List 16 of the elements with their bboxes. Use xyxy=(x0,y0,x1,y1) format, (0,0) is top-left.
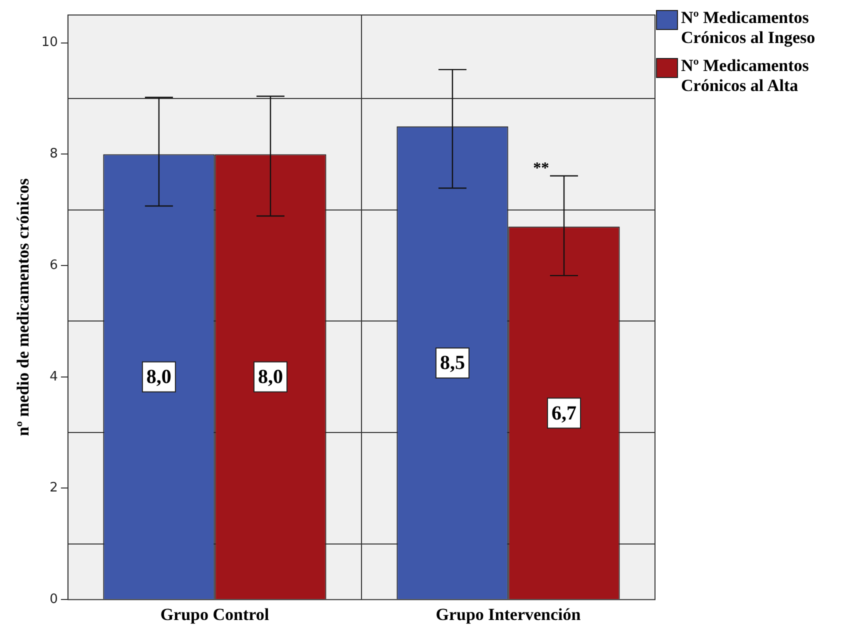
y-tick-label: 6 xyxy=(50,258,58,273)
y-tick-label: 0 xyxy=(50,592,58,607)
y-tick-label: 4 xyxy=(50,369,58,384)
data-label: 8,5 xyxy=(440,352,465,374)
legend-label: Nº Medicamentos Crónicos al Alta xyxy=(681,56,810,96)
legend-label: Nº Medicamentos Crónicos al Ingeso xyxy=(681,8,816,48)
y-tick-label: 10 xyxy=(41,35,58,50)
x-tick-label: Grupo Intervención xyxy=(436,605,582,624)
y-axis-title: nº medio de medicamentos crónicos xyxy=(14,178,33,436)
y-tick-label: 8 xyxy=(50,146,58,162)
annotation: ** xyxy=(533,160,550,177)
data-label: 8,0 xyxy=(146,366,172,388)
x-tick-label: Grupo Control xyxy=(160,605,270,624)
data-label: 6,7 xyxy=(552,402,577,424)
data-label: 8,0 xyxy=(258,366,283,388)
y-tick-label: 2 xyxy=(50,480,58,496)
